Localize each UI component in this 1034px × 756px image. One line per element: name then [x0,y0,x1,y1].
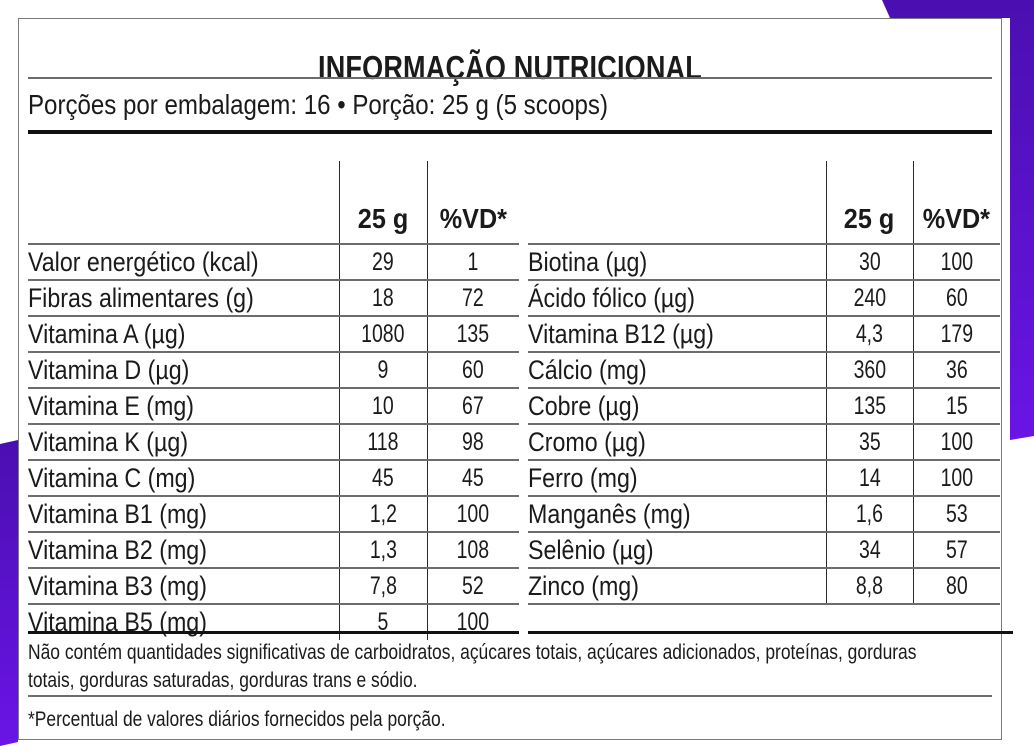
table-row: Vitamina B1 (mg) 1,2 100 [28,496,519,533]
table-header-row: 25 g %VD* [528,161,1000,245]
table-row: Manganês (mg) 1,6 53 [528,496,1000,533]
not-significant-note: Não contém quantidades significativas de… [28,641,917,692]
panel-title: INFORMAÇÃO NUTRICIONAL [318,49,702,86]
table-row: Vitamina B2 (mg) 1,3 108 [28,532,519,569]
table-row: Vitamina E (mg) 10 67 [28,388,519,425]
header-nutrient [528,161,826,245]
table-row: Zinco (mg) 8,8 80 [528,568,1000,605]
table-row: Biotina (µg) 30 100 [528,244,1000,281]
table-bottom-divider-left [28,631,519,634]
serving-info: Porções por embalagem: 16 • Porção: 25 g… [28,89,608,120]
header-dv: %VD* [426,161,519,245]
table-row: Vitamina B3 (mg) 7,8 52 [28,568,519,605]
header-amount: 25 g [338,161,427,245]
table-row: Vitamina K (µg) 118 98 [28,424,519,461]
table-row: Vitamina A (µg) 1080 135 [28,316,519,353]
notes-divider [28,695,992,697]
serving-divider-thick [28,130,992,134]
daily-value-footnote: *Percentual de valores diários fornecido… [28,708,446,731]
table-row: Valor energético (kcal) 29 1 [28,244,519,281]
nutrition-facts-panel: INFORMAÇÃO NUTRICIONAL Porções por embal… [18,18,1013,740]
table-row: Cobre (µg) 135 15 [528,388,1000,425]
right-nutrient-table: 25 g %VD* Biotina (µg) 30 100 Ácido fólico… [528,161,1000,605]
left-nutrient-table: 25 g %VD* Valor energético (kcal) 29 1 Fib… [28,161,519,640]
table-bottom-divider-right [528,631,1013,634]
header-amount: 25 g [825,161,913,245]
table-row: Vitamina B5 (mg) 5 100 [28,604,519,640]
table-row: Vitamina C (mg) 45 45 [28,460,519,497]
table-row: Vitamina B12 (µg) 4,3 179 [528,316,1000,353]
table-row: Cálcio (mg) 360 36 [528,352,1000,389]
table-row: Ferro (mg) 14 100 [528,460,1000,497]
table-row: Fibras alimentares (g) 18 72 [28,280,519,317]
table-row: Vitamina D (µg) 9 60 [28,352,519,389]
title-divider [28,77,992,79]
header-dv: %VD* [912,161,1000,245]
table-row: Cromo (µg) 35 100 [528,424,1000,461]
table-header-row: 25 g %VD* [28,161,519,245]
table-row: Selênio (µg) 34 57 [528,532,1000,569]
table-row: Ácido fólico (µg) 240 60 [528,280,1000,317]
header-nutrient [28,161,339,245]
